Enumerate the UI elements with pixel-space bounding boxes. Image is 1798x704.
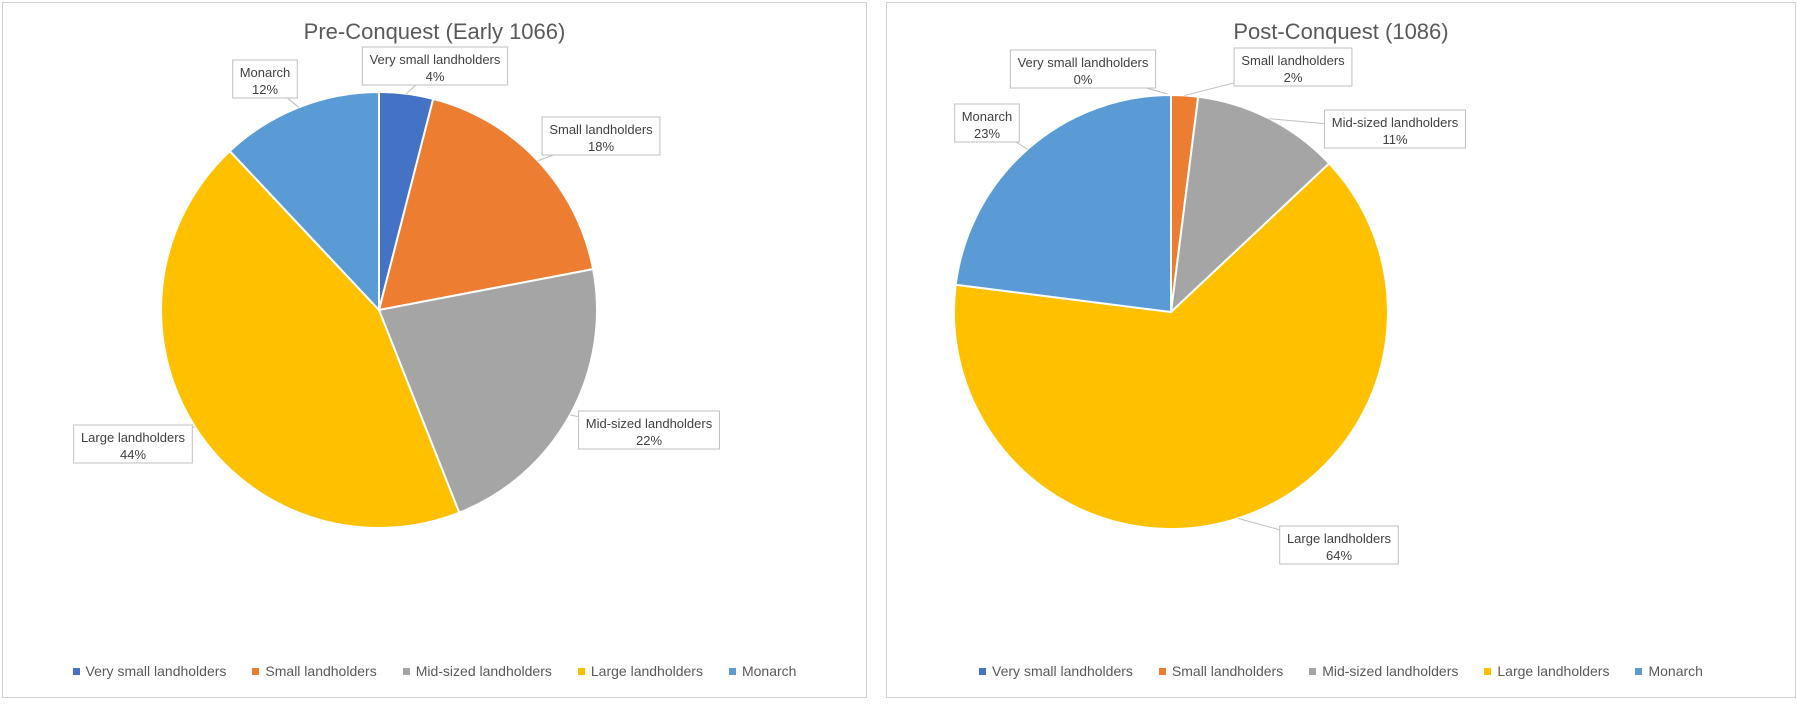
data-label-callout: Mid-sized landholders 11% (1324, 109, 1466, 149)
data-label-category: Mid-sized landholders (586, 416, 713, 431)
pie-slice-mid-sized-landholders (377, 267, 598, 514)
pie-slice-small-landholders (377, 97, 595, 312)
pie-slice-mid-sized-landholders (1169, 95, 1331, 315)
data-label-value: 11% (1382, 132, 1407, 147)
data-label-category: Large landholders (81, 430, 186, 445)
legend-swatch (1309, 667, 1317, 675)
legend-swatch (1158, 667, 1166, 675)
legend-label: Monarch (1648, 663, 1703, 679)
legend-item: Very small landholders (979, 663, 1133, 679)
legend-swatch (577, 667, 585, 675)
chart-title: Pre-Conquest (Early 1066) (303, 19, 566, 44)
legend-swatch (252, 667, 260, 675)
legend-swatch (728, 667, 736, 675)
legend-item: Large landholders (577, 663, 703, 679)
legend-label: Large landholders (590, 663, 703, 679)
data-label-category: Mid-sized landholders (1332, 115, 1459, 130)
data-label-category: Large landholders (1287, 531, 1392, 546)
data-label-callout: Small landholders 2% (1233, 47, 1353, 87)
pie-chart-pre-conquest: Very small landholders 4% Small landholder… (73, 46, 720, 529)
data-label-category: Very small landholders (370, 52, 501, 67)
callout-box (954, 103, 1020, 143)
legend-item: Monarch (1635, 663, 1703, 679)
legend-item: Very small landholders (72, 663, 227, 679)
data-label-category: Monarch (240, 65, 291, 80)
data-label-value: 2% (1284, 70, 1303, 85)
legend-item: Small landholders (1158, 663, 1284, 679)
callout-box (578, 410, 720, 450)
legend-item: Mid-sized landholders (1309, 663, 1458, 679)
chart-legend: Very small landholders Small landholders M… (3, 663, 866, 679)
chart-title: Post-Conquest (1086) (1233, 19, 1449, 44)
legend-label: Small landholders (1171, 663, 1284, 679)
data-label-value: 4% (426, 69, 445, 84)
legend-swatch (979, 667, 987, 675)
legend-item: Mid-sized landholders (402, 663, 552, 679)
callout-box (541, 116, 661, 156)
data-label-value: 22% (636, 433, 662, 448)
pie-slice-large-landholders (160, 149, 461, 529)
legend-swatch (72, 667, 80, 675)
legend-swatch (402, 667, 410, 675)
legend-label: Mid-sized landholders (1322, 663, 1459, 679)
data-label-callout: Very small landholders 0% (1009, 49, 1157, 89)
legend-label: Very small landholders (85, 663, 227, 679)
legend-label: Monarch (741, 663, 797, 679)
legend-label: Very small landholders (992, 663, 1133, 679)
data-label-callout: Monarch 23% (954, 103, 1020, 143)
chart-panel-pre-conquest: Pre-Conquest (Early 1066) Very small lan… (2, 2, 867, 698)
pie-slice-monarch (228, 90, 380, 313)
callout-box (73, 424, 193, 464)
data-label-callout: Large landholders 44% (73, 424, 193, 464)
callout-box (1009, 49, 1157, 89)
data-label-value: 18% (588, 139, 614, 154)
data-label-category: Small landholders (549, 122, 653, 137)
data-label-callout: Small landholders 18% (541, 116, 661, 156)
legend-label: Large landholders (1497, 663, 1610, 679)
legend-item: Monarch (728, 663, 797, 679)
legend-item: Small landholders (252, 663, 377, 679)
legend-label: Mid-sized landholders (415, 663, 552, 679)
callout-box (1233, 47, 1353, 87)
data-label-category: Very small landholders (1018, 55, 1149, 70)
data-label-callout: Very small landholders 4% (361, 46, 509, 86)
data-label-value: 12% (252, 82, 278, 97)
data-label-callout: Large landholders 64% (1279, 525, 1399, 565)
callout-box (1279, 525, 1399, 565)
data-label-value: 23% (974, 126, 1000, 141)
data-label-category: Small landholders (1241, 53, 1345, 68)
callout-box (1324, 109, 1466, 149)
callout-box (361, 46, 509, 86)
data-label-value: 44% (120, 447, 146, 462)
legend-label: Small landholders (265, 663, 377, 679)
chart-legend: Very small landholders Small landholders M… (887, 663, 1795, 679)
callout-box (232, 59, 298, 99)
data-label-value: 64% (1326, 548, 1352, 563)
data-label-callout: Monarch 12% (232, 59, 298, 99)
data-label-category: Monarch (962, 109, 1013, 124)
chart-panel-post-conquest: Post-Conquest (1086) Very small landhold… (886, 2, 1796, 698)
legend-item: Large landholders (1484, 663, 1609, 679)
legend-swatch (1635, 667, 1643, 675)
pie-chart-post-conquest: Very small landholders 0% Small landholder… (953, 47, 1466, 565)
data-label-callout: Mid-sized landholders 22% (578, 410, 720, 450)
legend-swatch (1484, 667, 1492, 675)
data-label-value: 0% (1074, 72, 1093, 87)
